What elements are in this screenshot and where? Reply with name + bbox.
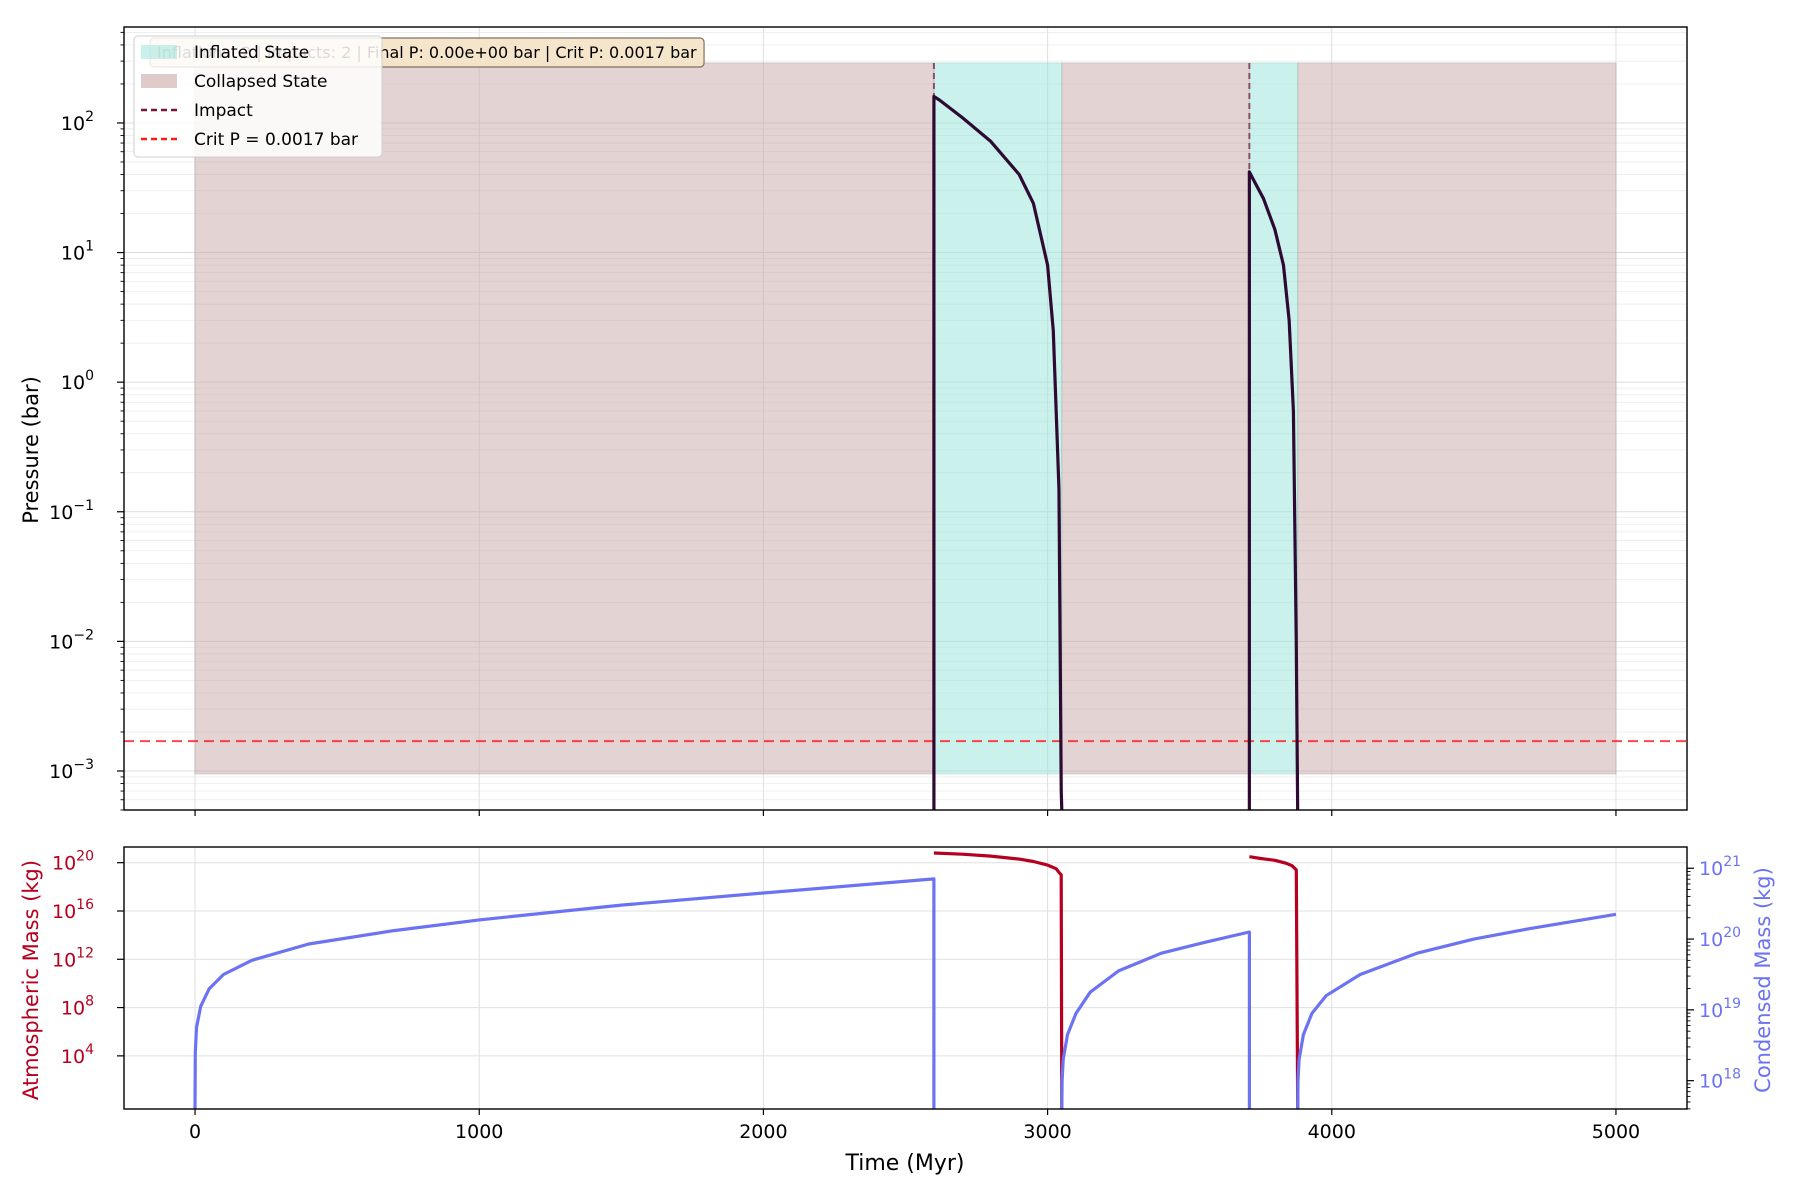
x-tick-label: 5000 <box>1592 1121 1640 1143</box>
y-right-tick-label-exp: 21 <box>1723 854 1741 870</box>
y-right-tick-label-exp: 20 <box>1723 925 1741 941</box>
y-right-tick-label-base: 10 <box>1699 1071 1723 1093</box>
condensed-mass-line <box>1060 930 1252 1110</box>
legend-entry: Impact <box>194 101 253 121</box>
y-right-tick-label: 1020 <box>1699 925 1741 951</box>
y-left-tick-label-exp: 8 <box>85 994 94 1010</box>
y-left-tick-label-exp: 16 <box>76 897 94 913</box>
y-left-tick-label-exp: 20 <box>76 849 94 865</box>
top-plot-frame <box>123 26 1688 811</box>
y-tick-label-base: 10 <box>61 372 85 394</box>
y-tick-label: 10−3 <box>49 757 94 783</box>
y-tick-label-base: 10 <box>49 761 73 783</box>
atmospheric-mass-line <box>1249 855 1300 1110</box>
y-tick-label: 10−2 <box>49 627 94 653</box>
y-tick-label: 102 <box>61 109 94 135</box>
y-left-tick-label: 108 <box>61 994 94 1020</box>
bottom-plot-frame <box>123 846 1688 1110</box>
y-right-tick-label: 1019 <box>1699 996 1741 1022</box>
y-left-tick-label-base: 10 <box>52 853 76 875</box>
x-axis-label: Time (Myr) <box>844 1151 964 1176</box>
y-right-tick-label: 1021 <box>1699 854 1741 880</box>
atmospheric-mass-line <box>933 851 1064 1110</box>
collapsed-state-region <box>1297 62 1617 775</box>
y-right-tick-label-base: 10 <box>1699 1000 1723 1022</box>
x-tick-label: 1000 <box>455 1121 503 1143</box>
collapsed-state-region <box>1061 62 1250 775</box>
legend-entry: Inflated State <box>194 43 309 63</box>
y-tick-label-exp: −1 <box>73 498 94 514</box>
y-tick-label: 100 <box>61 368 94 394</box>
inflated-state-region <box>1248 62 1299 775</box>
x-tick-label: 3000 <box>1023 1121 1071 1143</box>
legend: Inflated State Collapsed State Impact Crit … <box>133 35 383 158</box>
y-tick-label-exp: 0 <box>85 368 94 384</box>
y-tick-label: 101 <box>61 239 94 265</box>
bottom-right-y-axis-label: Condensed Mass (kg) <box>1751 867 1775 1093</box>
y-left-tick-label: 1016 <box>52 897 94 923</box>
y-tick-label: 10−1 <box>49 498 94 524</box>
y-tick-label-exp: −2 <box>73 627 94 643</box>
pressure-line <box>1247 170 1300 811</box>
y-right-tick-label-exp: 18 <box>1723 1067 1741 1083</box>
legend-swatch-collapsed <box>141 74 177 88</box>
y-left-tick-label-exp: 12 <box>76 945 94 961</box>
y-right-tick-label-exp: 19 <box>1723 996 1741 1012</box>
y-tick-label-exp: −3 <box>73 757 94 773</box>
y-left-tick-label: 1012 <box>52 945 94 971</box>
y-left-tick-label-exp: 4 <box>85 1042 94 1058</box>
y-tick-label-exp: 1 <box>85 239 94 255</box>
legend-entry: Crit P = 0.0017 bar <box>194 130 358 150</box>
y-left-tick-label-base: 10 <box>61 1046 85 1068</box>
condensed-mass-line <box>1296 912 1617 1110</box>
y-left-tick-label: 104 <box>61 1042 94 1068</box>
y-left-tick-label-base: 10 <box>52 949 76 971</box>
y-tick-label-base: 10 <box>49 631 73 653</box>
collapsed-state-region <box>194 62 935 775</box>
inflated-state-region <box>933 62 1063 775</box>
bottom-panel: 0 1000 2000 3000 4000 50001041081012101610201… <box>52 846 1741 1143</box>
y-right-tick-label: 1018 <box>1699 1067 1741 1093</box>
y-tick-label-base: 10 <box>61 243 85 265</box>
x-tick-label: 0 <box>189 1121 201 1143</box>
y-left-tick-label-base: 10 <box>52 901 76 923</box>
legend-entry: Collapsed State <box>194 72 327 92</box>
x-tick-label: 2000 <box>739 1121 787 1143</box>
x-tick-label: 4000 <box>1308 1121 1356 1143</box>
y-tick-label-base: 10 <box>61 113 85 135</box>
y-tick-label-base: 10 <box>49 502 73 524</box>
y-left-tick-label: 1020 <box>52 849 94 875</box>
condensed-mass-line <box>193 877 936 1110</box>
pressure-line <box>932 94 1064 811</box>
y-left-tick-label-base: 10 <box>61 998 85 1020</box>
legend-swatch-inflated <box>141 45 177 59</box>
y-tick-label-exp: 2 <box>85 109 94 125</box>
y-right-tick-label-base: 10 <box>1699 929 1723 951</box>
legend-box <box>133 35 383 158</box>
y-right-tick-label-base: 10 <box>1699 858 1723 880</box>
bottom-left-y-axis-label: Atmospheric Mass (kg) <box>19 860 43 1100</box>
top-y-axis-label: Pressure (bar) <box>19 376 43 524</box>
